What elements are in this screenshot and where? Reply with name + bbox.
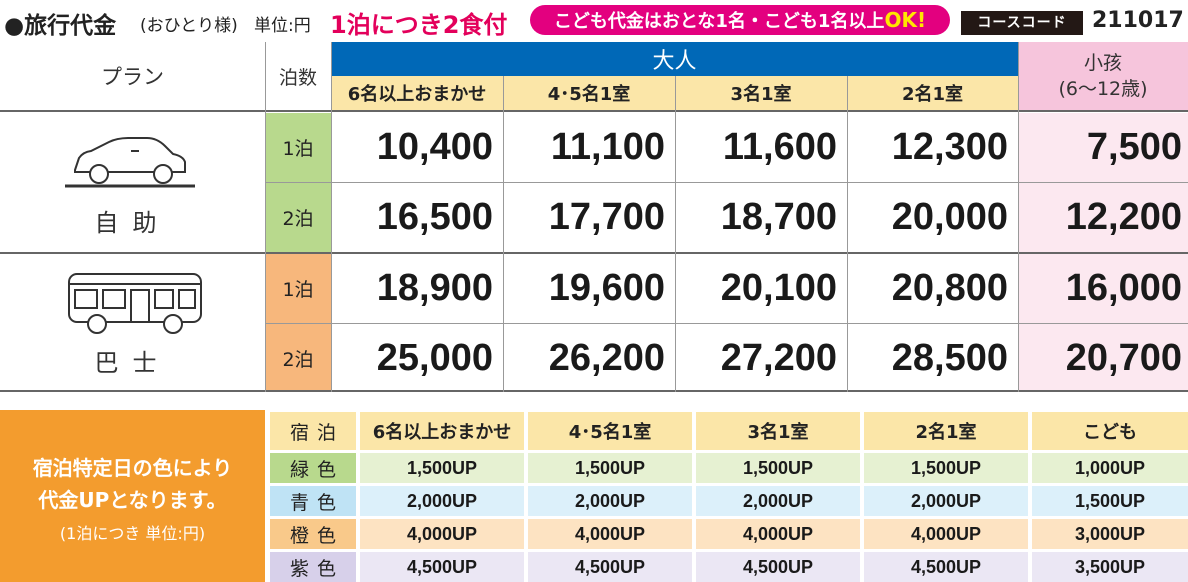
price-cell: 20,100 <box>720 267 837 309</box>
surcharge-header-stay: 宿泊 <box>270 412 356 450</box>
price-cell: 27,200 <box>720 336 837 379</box>
nights-self-drive-1: 1泊 <box>265 113 331 182</box>
surcharge-note-line2: 代金UPとなります。 <box>38 488 227 512</box>
kids-note-text: こども代金はおとな1名・こども1名以上 <box>553 11 885 32</box>
bus-icon <box>60 268 210 338</box>
price-cell: 12,300 <box>891 126 1008 168</box>
kids-note-badge: こども代金はおとな1名・こども1名以上OK! <box>530 5 950 35</box>
child-price-cell: 7,500 <box>1018 113 1188 182</box>
surcharge-cell: 4,500UP <box>696 552 860 582</box>
plan-name-self-drive: 自助 <box>94 208 171 237</box>
plan-header: プラン <box>101 65 164 89</box>
price-cell: 19,600 <box>548 267 665 309</box>
price-cell: 11,600 <box>722 126 837 168</box>
surcharge-note-panel: 宿泊特定日の色により 代金UPとなります。 (1泊につき 単位:円) <box>0 410 265 582</box>
table-divider <box>331 42 332 392</box>
surcharge-cell: 1,500UP <box>696 453 860 483</box>
surcharge-table: 宿泊特定日の色により 代金UPとなります。 (1泊につき 単位:円) 宿泊 6名… <box>0 410 1188 582</box>
nights-bus-1: 1泊 <box>265 254 331 323</box>
price-cell: 17,700 <box>548 196 665 238</box>
surcharge-header-col: 2名1室 <box>864 412 1028 450</box>
surcharge-cell: 2,000UP <box>360 486 524 516</box>
price-cell: 10,400 <box>376 126 493 168</box>
col-header-2: 2名1室 <box>847 76 1018 110</box>
surcharge-cell: 1,500UP <box>528 453 692 483</box>
col-header-3: 3名1室 <box>675 76 847 110</box>
price-cell: 18,700 <box>720 196 837 238</box>
surcharge-note-line1: 宿泊特定日の色により <box>32 456 233 480</box>
course-code: 211017 <box>1092 8 1184 33</box>
child-price-cell: 12,200 <box>1018 183 1188 252</box>
price-cell: 25,000 <box>376 336 493 379</box>
surcharge-cell: 2,000UP <box>864 486 1028 516</box>
table-divider <box>847 76 848 392</box>
child-price-cell: 16,000 <box>1018 254 1188 323</box>
adult-header: 大人 <box>331 42 1018 76</box>
surcharge-cell: 1,500UP <box>360 453 524 483</box>
surcharge-cell: 3,500UP <box>1032 552 1188 582</box>
surcharge-cell: 4,500UP <box>528 552 692 582</box>
child-header: 小孩 (6〜12歳) <box>1018 42 1188 110</box>
surcharge-header-col: こども <box>1032 412 1188 450</box>
surcharge-cell: 1,500UP <box>864 453 1028 483</box>
page-title: ●旅行代金 <box>4 13 117 39</box>
surcharge-cell: 1,000UP <box>1032 453 1188 483</box>
surcharge-cell: 4,500UP <box>864 552 1028 582</box>
nights-header: 泊数 <box>278 66 317 89</box>
unit-note: 単位:円 <box>254 16 311 36</box>
meal-note: 1泊につき2食付 <box>330 11 508 39</box>
table-divider <box>1018 42 1019 392</box>
surcharge-cell: 2,000UP <box>696 486 860 516</box>
plan-name-bus: 巴士 <box>94 348 171 377</box>
price-cell: 28,500 <box>891 336 1008 379</box>
price-cell: 20,000 <box>891 196 1008 238</box>
price-cell: 11,100 <box>550 126 665 168</box>
surcharge-header-col: 4･5名1室 <box>528 412 692 450</box>
table-divider <box>265 182 1188 183</box>
price-cell: 18,900 <box>376 267 493 309</box>
price-cell: 26,200 <box>548 336 665 379</box>
col-header-4-5: 4･5名1室 <box>503 76 675 110</box>
price-cell: 20,800 <box>891 267 1008 309</box>
kids-ok-text: OK! <box>884 8 927 32</box>
table-divider <box>503 76 504 392</box>
nights-bus-2: 2泊 <box>265 324 331 392</box>
price-cell: 16,500 <box>376 196 493 238</box>
surcharge-note-line3: (1泊につき 単位:円) <box>59 524 206 543</box>
child-price-cell: 20,700 <box>1018 324 1188 392</box>
surcharge-cell: 1,500UP <box>1032 486 1188 516</box>
surcharge-header-col: 6名以上おまかせ <box>360 412 524 450</box>
header-strip: ●旅行代金 (おひとり様) 単位:円 1泊につき2食付 こども代金はおとな1名・… <box>0 0 1188 42</box>
surcharge-cell: 2,000UP <box>528 486 692 516</box>
child-header-age: (6〜12歳) <box>1058 78 1148 100</box>
table-divider <box>0 390 1188 392</box>
surcharge-label-green: 緑色 <box>270 453 356 483</box>
surcharge-cell: 4,000UP <box>864 519 1028 549</box>
table-divider <box>265 42 266 392</box>
surcharge-header-col: 3名1室 <box>696 412 860 450</box>
surcharge-label-orange: 橙色 <box>270 519 356 549</box>
col-header-6plus: 6名以上おまかせ <box>331 76 503 110</box>
surcharge-label-blue: 青色 <box>270 486 356 516</box>
course-code-label: コースコード <box>961 11 1083 35</box>
surcharge-label-purple: 紫色 <box>270 552 356 582</box>
surcharge-cell: 4,000UP <box>528 519 692 549</box>
surcharge-cell: 4,500UP <box>360 552 524 582</box>
table-divider <box>265 323 1188 324</box>
table-divider <box>0 110 1188 112</box>
nights-self-drive-2: 2泊 <box>265 183 331 252</box>
per-person-note: (おひとり様) <box>140 16 238 36</box>
child-header-label: 小孩 <box>1083 52 1122 74</box>
table-divider <box>675 76 676 392</box>
car-icon <box>55 132 205 192</box>
surcharge-cell: 4,000UP <box>360 519 524 549</box>
price-table: プラン 泊数 大人 6名以上おまかせ 4･5名1室 3名1室 2名1室 小孩 (… <box>0 42 1188 392</box>
surcharge-cell: 3,000UP <box>1032 519 1188 549</box>
table-divider <box>0 252 1188 254</box>
surcharge-cell: 4,000UP <box>696 519 860 549</box>
